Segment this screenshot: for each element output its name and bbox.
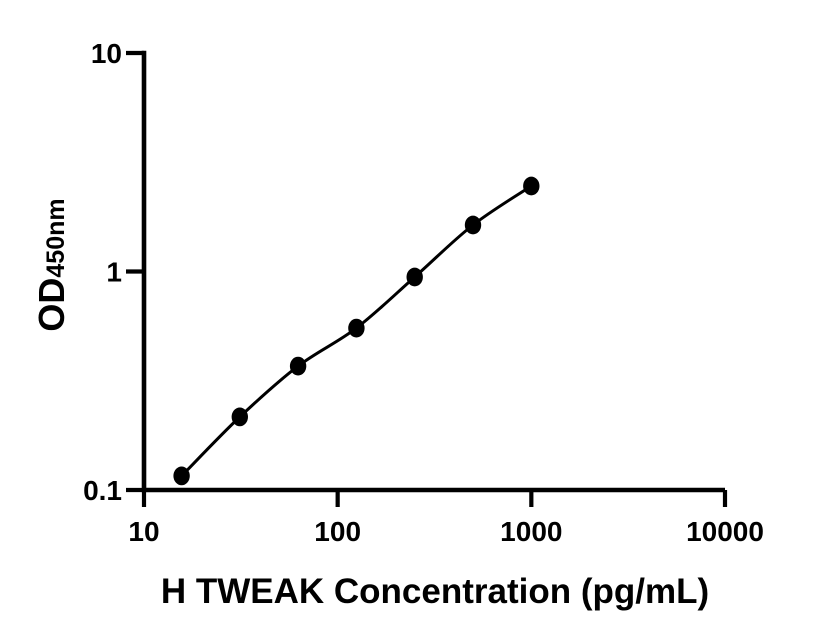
x-tick-label: 100 — [314, 516, 361, 547]
y-tick-label: 1 — [106, 257, 122, 288]
data-point-marker — [173, 466, 190, 486]
data-point-marker — [348, 318, 365, 338]
x-tick-label: 10 — [128, 516, 159, 547]
y-axis-title-main: OD — [31, 277, 72, 332]
data-point-marker — [289, 356, 307, 376]
data-point-marker — [523, 176, 540, 196]
y-tick-label: 0.1 — [83, 475, 122, 506]
data-point-marker — [231, 407, 248, 427]
x-axis-title: H TWEAK Concentration (pg/mL) — [160, 572, 710, 611]
y-axis-title-subscript: 450nm — [42, 198, 70, 278]
x-tick-label: 10000 — [686, 516, 764, 547]
x-tick-label: 1000 — [500, 516, 562, 547]
y-tick-label: 10 — [91, 38, 122, 69]
data-point-marker — [406, 267, 423, 287]
y-axis-title: OD450nm — [30, 165, 74, 365]
data-point-marker — [464, 215, 482, 235]
